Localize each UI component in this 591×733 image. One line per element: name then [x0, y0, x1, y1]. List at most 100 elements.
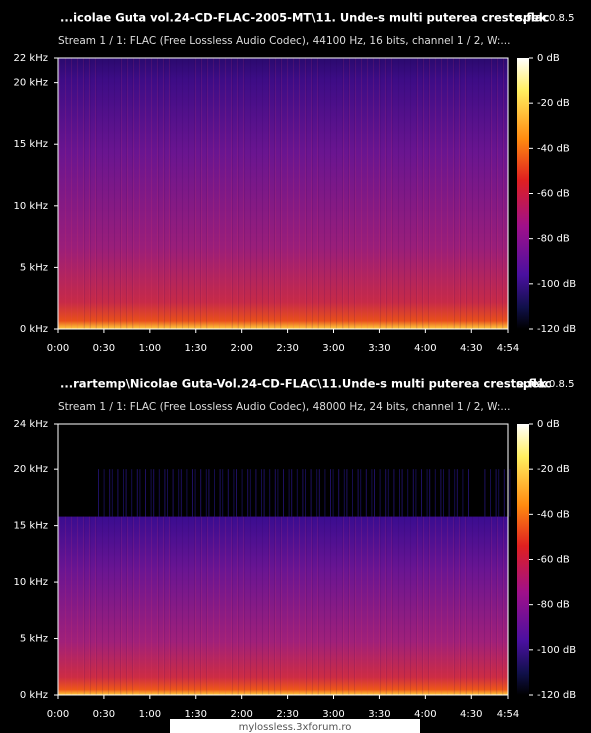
streak — [157, 58, 158, 329]
streak — [496, 516, 497, 695]
streak — [336, 58, 337, 329]
streak — [268, 58, 269, 329]
streak — [225, 516, 226, 695]
hf-streak — [484, 469, 486, 517]
streak — [305, 58, 306, 329]
hf-streak — [103, 469, 105, 517]
streak — [219, 58, 220, 329]
streak — [459, 58, 460, 329]
streak — [200, 516, 201, 695]
streak — [188, 58, 189, 329]
streak — [207, 516, 208, 695]
streak — [151, 58, 152, 329]
hf-streak — [192, 469, 193, 517]
streak — [324, 516, 325, 695]
app-version: 0.8.5 — [549, 13, 574, 24]
streak — [306, 58, 307, 329]
streak — [484, 58, 485, 329]
streak — [478, 58, 479, 329]
hf-streak — [374, 469, 375, 517]
streak — [417, 58, 418, 329]
freq-label: 10 kHz — [14, 201, 48, 212]
streak — [269, 516, 270, 695]
hf-streak — [332, 469, 334, 517]
streak — [114, 58, 115, 329]
streak — [232, 516, 233, 695]
streak — [453, 516, 454, 695]
hf-streak — [117, 469, 119, 517]
streak — [206, 516, 207, 695]
streak — [237, 58, 238, 329]
time-label: 0:00 — [47, 343, 69, 354]
streak — [355, 58, 356, 329]
streak — [385, 516, 386, 695]
streak — [59, 58, 60, 329]
db-label: 0 dB — [537, 419, 560, 430]
hf-streak — [316, 469, 318, 517]
streak — [201, 516, 202, 695]
db-label: -80 dB — [537, 234, 570, 245]
streak — [250, 58, 251, 329]
freq-label: 5 kHz — [20, 634, 48, 645]
streak — [497, 516, 498, 695]
hf-streak — [145, 469, 146, 517]
hf-streak — [498, 469, 500, 517]
hf-streak — [401, 469, 403, 517]
streak — [195, 58, 196, 329]
freq-label: 20 kHz — [14, 464, 48, 475]
streak — [342, 516, 343, 695]
time-label: 1:30 — [185, 343, 207, 354]
streak — [207, 58, 208, 329]
streak — [83, 516, 84, 695]
streak — [299, 516, 300, 695]
hf-streak — [263, 469, 265, 517]
time-label: 1:00 — [139, 343, 161, 354]
hf-streak — [131, 469, 133, 517]
hf-streak — [338, 469, 340, 517]
streak — [65, 516, 66, 695]
streak — [108, 58, 109, 329]
hf-streak — [365, 469, 367, 517]
streak — [392, 58, 393, 329]
streak — [151, 516, 152, 695]
app-name: spek — [516, 377, 547, 391]
streak — [417, 516, 418, 695]
streak — [428, 58, 429, 329]
time-label: 2:30 — [276, 709, 298, 720]
hf-streak — [241, 469, 243, 517]
streak — [176, 58, 177, 329]
streak — [213, 58, 214, 329]
streak — [232, 58, 233, 329]
db-label: -100 dB — [537, 279, 576, 290]
stream-info: Stream 1 / 1: FLAC (Free Lossless Audio … — [58, 35, 510, 47]
streak — [244, 516, 245, 695]
streak — [164, 516, 165, 695]
streak — [386, 516, 387, 695]
db-label: 0 dB — [537, 53, 560, 64]
freq-label: 5 kHz — [20, 262, 48, 273]
hf-streak — [153, 469, 155, 517]
freq-label: 15 kHz — [14, 139, 48, 150]
hf-streak — [456, 469, 458, 517]
streak — [472, 58, 473, 329]
streak — [114, 516, 115, 695]
streak — [330, 58, 331, 329]
hf-streak — [109, 469, 111, 517]
hf-streak — [509, 469, 511, 517]
time-label: 3:30 — [368, 709, 390, 720]
streak — [262, 516, 263, 695]
streak — [447, 58, 448, 329]
streak — [459, 516, 460, 695]
streak — [441, 516, 442, 695]
streak — [502, 58, 503, 329]
streak — [170, 58, 171, 329]
streak — [120, 58, 121, 329]
streak — [380, 58, 381, 329]
streak — [472, 516, 473, 695]
hf-streak — [371, 469, 373, 517]
streak — [391, 58, 392, 329]
streak — [385, 58, 386, 329]
streak — [163, 516, 164, 695]
hf-streak — [291, 469, 293, 517]
hf-streak — [393, 469, 395, 517]
